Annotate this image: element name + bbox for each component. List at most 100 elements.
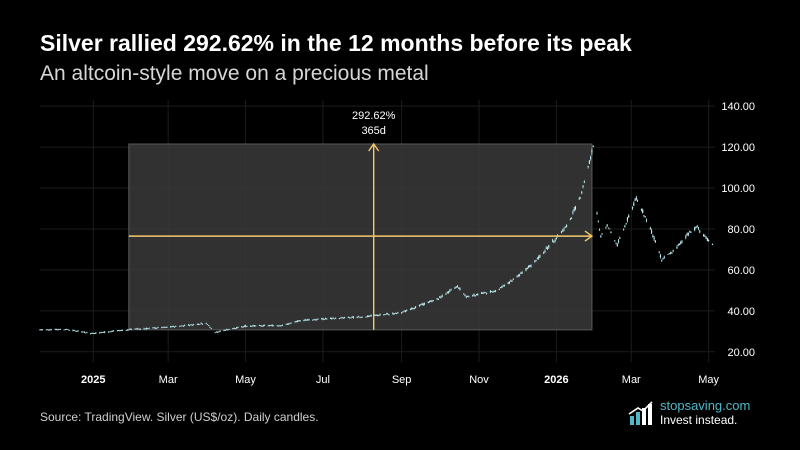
- candle-body: [459, 288, 461, 290]
- candle: [409, 308, 412, 311]
- candle-body: [625, 223, 627, 225]
- candle-body: [667, 253, 669, 255]
- candle-body: [338, 318, 341, 320]
- candle: [379, 313, 381, 316]
- candle: [402, 311, 404, 313]
- candle-body: [379, 314, 381, 316]
- candle: [571, 217, 573, 220]
- candle-body: [520, 273, 522, 274]
- candle: [387, 312, 389, 315]
- candle-body: [304, 319, 306, 321]
- candle: [456, 285, 459, 288]
- candle-body: [624, 225, 626, 227]
- candle-body: [548, 245, 550, 248]
- candle-body: [342, 317, 344, 319]
- candle-body: [232, 328, 234, 330]
- candle: [270, 324, 272, 326]
- candle-body: [63, 329, 65, 331]
- candle-body: [601, 233, 603, 235]
- candle: [72, 329, 74, 332]
- candle: [281, 324, 283, 326]
- candle: [224, 329, 226, 331]
- candle-body: [182, 325, 184, 327]
- candle: [617, 238, 620, 244]
- candle: [252, 324, 254, 327]
- brand-logo: stopsaving.com Invest instead.: [628, 398, 750, 428]
- candle: [544, 249, 546, 253]
- candle-body: [631, 206, 634, 209]
- candle: [368, 315, 370, 318]
- y-tick-label: 60.00: [727, 265, 755, 277]
- candle: [536, 257, 538, 260]
- candle-body: [281, 325, 283, 326]
- candle-body: [440, 296, 442, 298]
- candle: [527, 265, 530, 269]
- candle: [251, 325, 253, 327]
- candle: [180, 325, 182, 327]
- candle: [412, 307, 414, 310]
- brand-text: stopsaving.com Invest instead.: [660, 398, 750, 428]
- candle-body: [368, 315, 370, 317]
- candle: [591, 148, 593, 156]
- candle: [255, 325, 257, 327]
- candle-body: [289, 323, 291, 325]
- candle-body: [165, 326, 167, 328]
- candle: [365, 316, 367, 318]
- x-tick-label: 2025: [81, 374, 105, 386]
- candle-body: [587, 166, 589, 168]
- candle: [126, 329, 129, 331]
- candle: [635, 195, 637, 201]
- candle-body: [173, 326, 176, 328]
- candle: [166, 326, 168, 328]
- candle: [510, 279, 512, 282]
- candle: [626, 216, 629, 223]
- candle-body: [705, 236, 707, 239]
- candle-body: [110, 331, 112, 333]
- candle: [588, 160, 590, 165]
- candle-body: [574, 206, 577, 210]
- candle: [520, 271, 522, 274]
- candle-body: [121, 330, 124, 331]
- candle-body: [392, 313, 394, 315]
- candle-body: [546, 247, 549, 249]
- candle: [47, 329, 49, 331]
- candle-body: [525, 268, 527, 271]
- candle-body: [661, 259, 663, 261]
- candle-body: [516, 276, 518, 278]
- candle: [374, 314, 376, 317]
- candle: [116, 330, 118, 332]
- candle-body: [668, 253, 670, 255]
- candle: [385, 312, 387, 315]
- candle-body: [143, 328, 145, 330]
- candle: [609, 228, 611, 230]
- candle: [99, 332, 101, 334]
- candle-body: [669, 252, 672, 254]
- candle: [263, 324, 266, 326]
- candle: [502, 284, 504, 287]
- candle: [314, 318, 316, 321]
- candle-body: [288, 323, 290, 325]
- candle: [484, 292, 486, 294]
- candle-body: [326, 318, 328, 320]
- candle-body: [39, 329, 41, 331]
- candle: [582, 185, 584, 189]
- candle-body: [535, 260, 537, 262]
- candle: [427, 301, 429, 304]
- candle: [370, 314, 372, 317]
- bar-chart-logo-icon: [628, 401, 653, 425]
- candle: [77, 329, 79, 332]
- candle-body: [67, 329, 69, 331]
- candle: [162, 326, 164, 328]
- candle-body: [59, 329, 61, 331]
- candle: [499, 286, 502, 289]
- candle-body: [73, 330, 75, 331]
- candle-body: [637, 199, 639, 201]
- candle: [340, 317, 342, 319]
- candle: [376, 314, 379, 317]
- candle: [277, 325, 280, 327]
- candle: [421, 302, 423, 306]
- candle-body: [597, 220, 599, 222]
- candle-body: [697, 227, 700, 229]
- candle-body: [72, 330, 74, 331]
- candle: [332, 317, 334, 319]
